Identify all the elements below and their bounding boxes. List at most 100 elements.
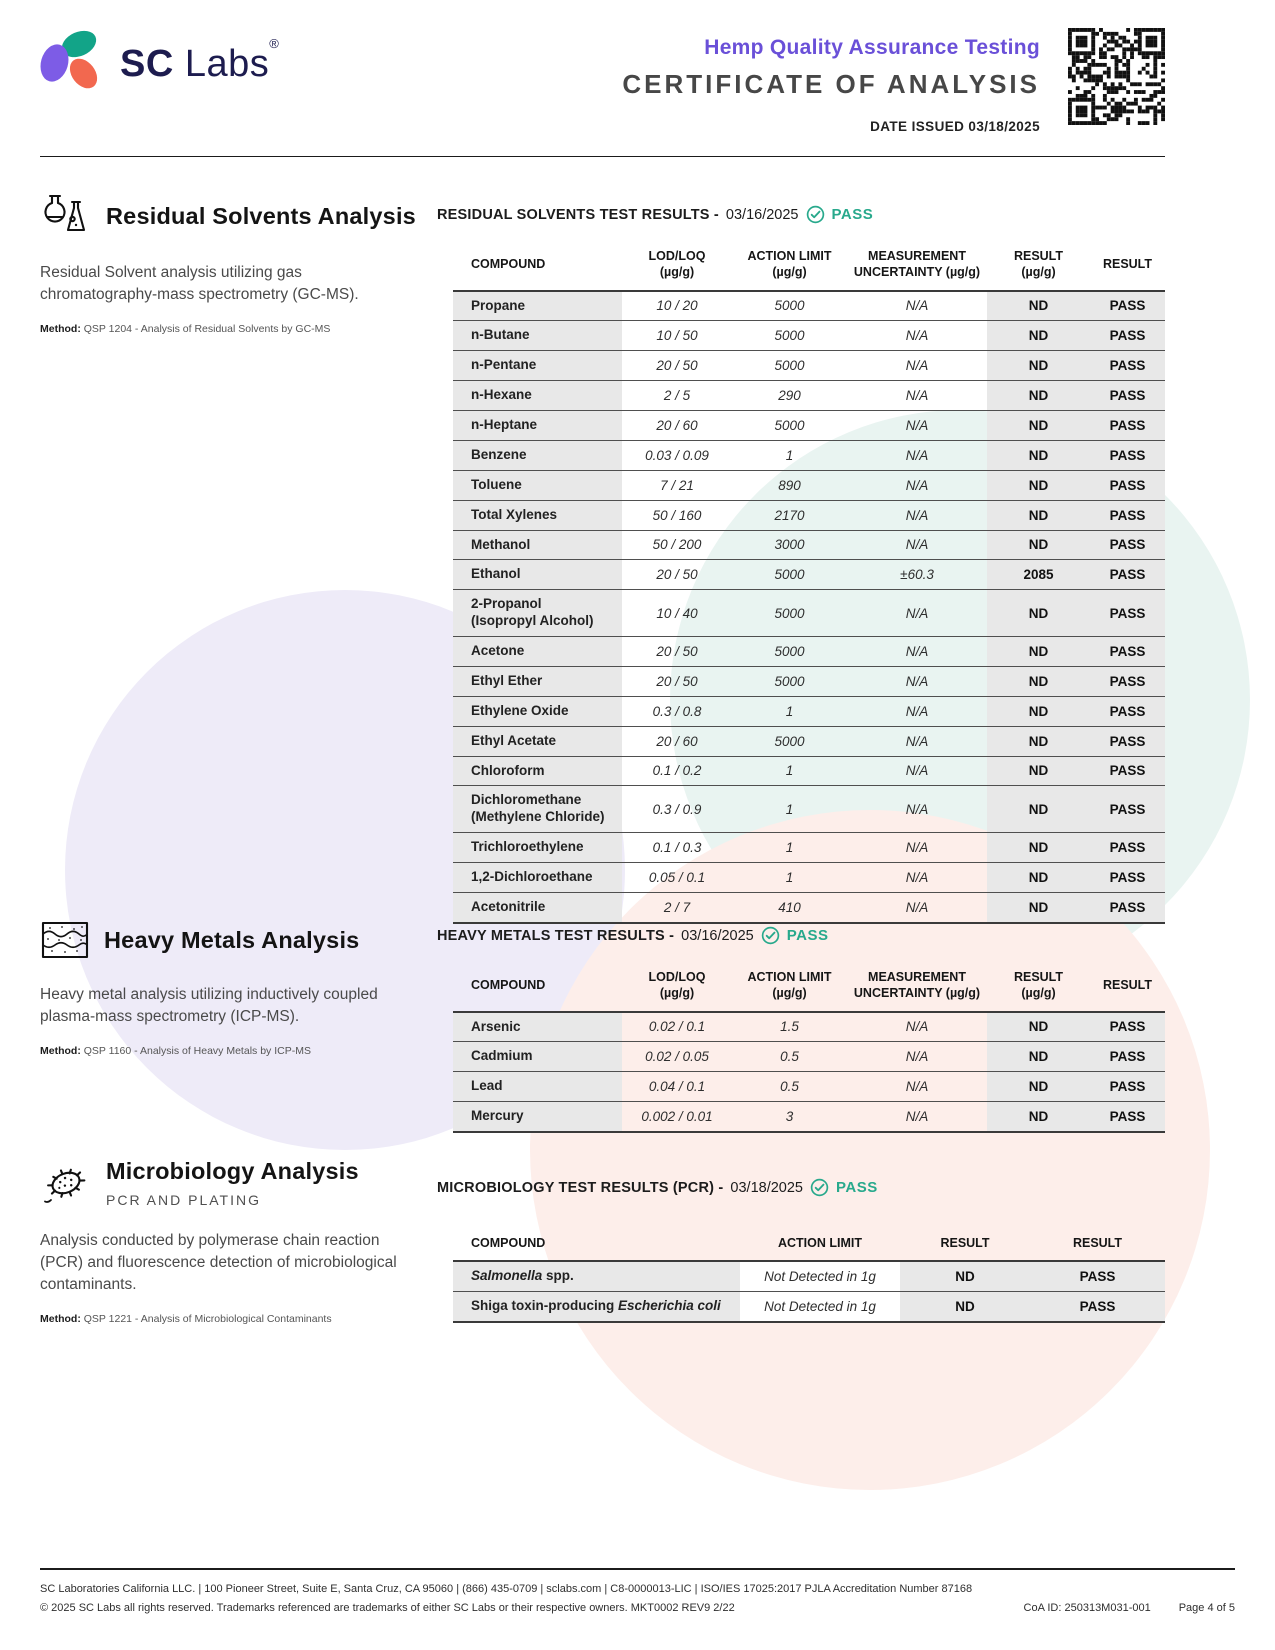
microbiology-info: Microbiology Analysis PCR AND PLATING An… [40, 1158, 435, 1325]
cell-lod-loq: 7 / 21 [660, 477, 694, 493]
cell-uncertainty: N/A [905, 733, 929, 749]
cell-compound: n-Hexane [453, 380, 622, 411]
table-row: Total Xylenes 50 / 160 2170 N/A ND PASS [453, 500, 1165, 530]
cell-compound: Mercury [453, 1101, 622, 1132]
cell-action-limit: 2170 [774, 507, 805, 523]
cell-status: PASS [1090, 470, 1165, 501]
pass-check-icon [806, 205, 824, 224]
cell-action-limit: 1.5 [780, 1019, 799, 1035]
sclabs-logo-icon [36, 25, 106, 94]
cell-uncertainty: N/A [905, 358, 929, 374]
results-heading: MICROBIOLOGY TEST RESULTS (PCR) - [437, 1179, 724, 1196]
footer-divider [40, 1568, 1235, 1570]
col-uncertainty: MEASUREMENT UNCERTAINTY (µg/g) [853, 970, 981, 1001]
table-row: Acetonitrile 2 / 7 410 N/A ND PASS [453, 892, 1165, 923]
cell-lod-loq: 0.002 / 0.01 [641, 1109, 713, 1125]
cell-action-limit: 1 [785, 801, 794, 817]
cell-lod-loq: 20 / 50 [656, 643, 698, 659]
cell-lod-loq: 20 / 50 [656, 567, 698, 583]
cell-compound: Cadmium [453, 1041, 622, 1072]
cell-uncertainty: N/A [905, 328, 929, 344]
date-issued: DATE ISSUED 03/18/2025 [870, 119, 1040, 134]
cell-compound: Total Xylenes [453, 500, 622, 530]
cell-status: PASS [1090, 636, 1165, 667]
cell-status: PASS [1090, 726, 1165, 756]
cell-result: ND [987, 756, 1090, 786]
method-text: QSP 1204 - Analysis of Residual Solvents… [83, 323, 331, 335]
residual-solvents-results: RESIDUAL SOLVENTS TEST RESULTS - 03/16/2… [437, 205, 1165, 924]
cell-uncertainty: N/A [905, 417, 929, 433]
cell-uncertainty: N/A [905, 1079, 929, 1095]
cell-action-limit: 1 [785, 840, 794, 856]
col-action-limit: ACTION LIMIT (µg/g) [747, 249, 832, 280]
cell-status: PASS [1090, 380, 1165, 411]
cell-status: PASS [1090, 1071, 1165, 1102]
microbiology-results: MICROBIOLOGY TEST RESULTS (PCR) - 03/18/… [437, 1178, 1165, 1323]
table-row: Lead 0.04 / 0.1 0.5 N/A ND PASS [453, 1071, 1165, 1102]
cell-result: ND [987, 500, 1090, 530]
cell-status: PASS [1090, 696, 1165, 727]
cell-uncertainty: N/A [905, 447, 929, 463]
heavy-metals-method: Method: QSP 1160 - Analysis of Heavy Met… [40, 1045, 435, 1057]
heavy-metals-table-body: Arsenic 0.02 / 0.1 1.5 N/A ND PASS Cadmium 0.02… [453, 1011, 1165, 1132]
table-row: Ethanol 20 / 50 5000 ±60.3 2085 PASS [453, 559, 1165, 590]
cell-action-limit: 0.5 [780, 1049, 799, 1065]
cell-compound: n-Heptane [453, 410, 622, 441]
cell-result: ND [987, 785, 1090, 833]
header-titles: Hemp Quality Assurance Testing CERTIFICA… [420, 36, 1040, 134]
cell-action-limit: Not Detected in 1g [740, 1261, 900, 1292]
cell-result: ND [987, 440, 1090, 471]
header-divider [40, 156, 1165, 157]
method-text: QSP 1160 - Analysis of Heavy Metals by I… [83, 1045, 311, 1057]
cell-compound: Ethanol [453, 559, 622, 590]
table-row: n-Pentane 20 / 50 5000 N/A ND PASS [453, 350, 1165, 381]
cell-result: ND [987, 1041, 1090, 1072]
microbiology-table: COMPOUND ACTION LIMIT RESULT RESULT Salm… [453, 1226, 1165, 1323]
table-row: Toluene 7 / 21 890 N/A ND PASS [453, 470, 1165, 501]
cell-result: ND [987, 320, 1090, 351]
cell-action-limit: 410 [778, 899, 801, 915]
brand-bold: SC [120, 43, 174, 85]
cell-result: ND [987, 832, 1090, 863]
cell-compound: Dichloromethane (Methylene Chloride) [453, 785, 622, 833]
cell-lod-loq: 0.02 / 0.05 [645, 1049, 709, 1065]
cell-uncertainty: N/A [905, 605, 929, 621]
cell-action-limit: 5000 [774, 298, 805, 314]
document-title: CERTIFICATE OF ANALYSIS [622, 69, 1040, 99]
cell-result: ND [987, 1011, 1090, 1042]
table-row: Dichloromethane (Methylene Chloride) 0.3 … [453, 785, 1165, 833]
cell-action-limit: 5000 [774, 417, 805, 433]
cell-action-limit: 5000 [774, 673, 805, 689]
cell-status: PASS [1090, 756, 1165, 786]
table-header-row: COMPOUND LOD/LOQ (µg/g) ACTION LIMIT (µg… [453, 960, 1165, 1012]
cell-status: PASS [1090, 666, 1165, 697]
coa-id: CoA ID: 250313M031-001 [1023, 1602, 1151, 1614]
col-lod-loq: LOD/LOQ (µg/g) [648, 970, 706, 1001]
table-row: Acetone 20 / 50 5000 N/A ND PASS [453, 636, 1165, 667]
brand-light: Labs [184, 43, 270, 85]
cell-compound: Acetone [453, 636, 622, 667]
cell-uncertainty: N/A [905, 899, 929, 915]
logo-wordmark: SC Labs® [120, 36, 279, 86]
results-heading: RESIDUAL SOLVENTS TEST RESULTS - [437, 206, 719, 223]
cell-compound: Ethylene Oxide [453, 696, 622, 727]
cell-compound: Arsenic [453, 1011, 622, 1042]
cell-compound: Salmonella spp. [453, 1261, 740, 1292]
cell-lod-loq: 20 / 60 [656, 733, 698, 749]
cell-status: PASS [1090, 589, 1165, 637]
cell-status: PASS [1090, 530, 1165, 560]
col-action-limit: ACTION LIMIT [777, 1236, 862, 1250]
cell-lod-loq: 0.1 / 0.3 [652, 840, 702, 856]
col-result: RESULT (µg/g) [1013, 970, 1064, 1001]
cell-compound: 1,2-Dichloroethane [453, 862, 622, 893]
cell-result: ND [987, 696, 1090, 727]
species-name: Salmonella [471, 1268, 543, 1284]
microbe-icon [44, 1168, 86, 1203]
cell-lod-loq: 10 / 40 [656, 605, 698, 621]
cell-uncertainty: N/A [905, 1049, 929, 1065]
cell-uncertainty: N/A [905, 1109, 929, 1125]
cell-uncertainty: N/A [905, 763, 929, 779]
cell-status: PASS [1030, 1291, 1165, 1322]
cell-status: PASS [1090, 832, 1165, 863]
flask-icon [44, 194, 86, 232]
